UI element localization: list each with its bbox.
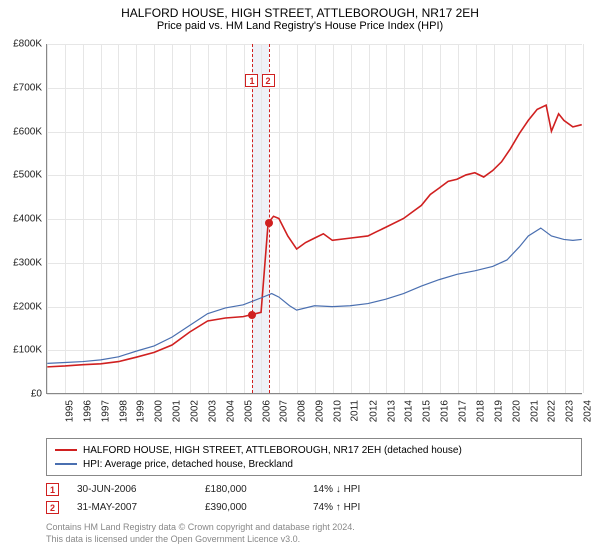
sale-point: [265, 219, 273, 227]
x-tick-label: 2020: [511, 400, 522, 422]
legend: HALFORD HOUSE, HIGH STREET, ATTLEBOROUGH…: [46, 438, 582, 476]
chart-container: { "title": "HALFORD HOUSE, HIGH STREET, …: [0, 0, 600, 560]
sale-marker: 1: [245, 74, 258, 87]
y-tick-label: £200K: [0, 301, 42, 312]
y-tick-label: £500K: [0, 170, 42, 181]
x-tick-label: 2006: [261, 400, 272, 422]
sales-table: 1 30-JUN-2006 £180,000 14% ↓ HPI 2 31-MAY-200…: [46, 480, 582, 516]
sale-price: £180,000: [205, 484, 295, 495]
x-tick-label: 2013: [386, 400, 397, 422]
x-tick-label: 2022: [547, 400, 558, 422]
x-tick-label: 2007: [279, 400, 290, 422]
legend-item: HPI: Average price, detached house, Brec…: [55, 457, 573, 471]
footnote: Contains HM Land Registry data © Crown c…: [46, 522, 582, 545]
x-tick-label: 1997: [100, 400, 111, 422]
series-line: [47, 228, 581, 363]
sale-price: £390,000: [205, 502, 295, 513]
x-tick-label: 2017: [457, 400, 468, 422]
chart-title: HALFORD HOUSE, HIGH STREET, ATTLEBOROUGH…: [0, 0, 600, 20]
x-tick-label: 2009: [314, 400, 325, 422]
x-tick-label: 2019: [493, 400, 504, 422]
sale-marker: 2: [262, 74, 275, 87]
x-tick-label: 2021: [529, 400, 540, 422]
x-tick-label: 2008: [297, 400, 308, 422]
x-tick-label: 2005: [243, 400, 254, 422]
x-tick-label: 1999: [136, 400, 147, 422]
x-tick-label: 1995: [64, 400, 75, 422]
x-tick-label: 2012: [368, 400, 379, 422]
x-tick-label: 2003: [207, 400, 218, 422]
legend-label: HPI: Average price, detached house, Brec…: [83, 459, 293, 470]
footnote-line: Contains HM Land Registry data © Crown c…: [46, 522, 582, 534]
x-tick-label: 2014: [404, 400, 415, 422]
plot-area: 12: [46, 44, 582, 394]
y-tick-label: £100K: [0, 345, 42, 356]
y-tick-label: £400K: [0, 214, 42, 225]
x-tick-label: 2011: [349, 400, 360, 422]
series-layer: [47, 44, 582, 393]
x-tick-label: 2015: [422, 400, 433, 422]
x-tick-label: 2001: [171, 400, 182, 422]
sale-number: 1: [46, 483, 59, 496]
sale-pct: 14% ↓ HPI: [313, 484, 433, 495]
y-tick-label: £0: [0, 389, 42, 400]
y-tick-label: £700K: [0, 82, 42, 93]
x-tick-label: 2023: [565, 400, 576, 422]
series-line: [47, 105, 581, 367]
sale-row: 1 30-JUN-2006 £180,000 14% ↓ HPI: [46, 480, 582, 498]
x-tick-label: 2018: [475, 400, 486, 422]
x-tick-label: 2004: [225, 400, 236, 422]
sale-pct: 74% ↑ HPI: [313, 502, 433, 513]
x-tick-label: 1996: [82, 400, 93, 422]
x-tick-label: 2016: [439, 400, 450, 422]
footnote-line: This data is licensed under the Open Gov…: [46, 534, 582, 546]
sale-date: 30-JUN-2006: [77, 484, 187, 495]
sale-point: [248, 311, 256, 319]
y-tick-label: £600K: [0, 126, 42, 137]
sale-date: 31-MAY-2007: [77, 502, 187, 513]
x-tick-label: 1998: [118, 400, 129, 422]
y-tick-label: £300K: [0, 257, 42, 268]
sale-row: 2 31-MAY-2007 £390,000 74% ↑ HPI: [46, 498, 582, 516]
chart-subtitle: Price paid vs. HM Land Registry's House …: [0, 20, 600, 36]
y-tick-label: £800K: [0, 39, 42, 50]
legend-item: HALFORD HOUSE, HIGH STREET, ATTLEBOROUGH…: [55, 443, 573, 457]
x-tick-label: 2024: [582, 400, 593, 422]
chart-area: 12 £0£100K£200K£300K£400K£500K£600K£700K…: [46, 44, 582, 394]
x-tick-label: 2002: [189, 400, 200, 422]
x-tick-label: 2010: [332, 400, 343, 422]
sale-number: 2: [46, 501, 59, 514]
x-tick-label: 2000: [154, 400, 165, 422]
legend-swatch: [55, 449, 77, 451]
legend-label: HALFORD HOUSE, HIGH STREET, ATTLEBOROUGH…: [83, 445, 462, 456]
legend-swatch: [55, 463, 77, 465]
